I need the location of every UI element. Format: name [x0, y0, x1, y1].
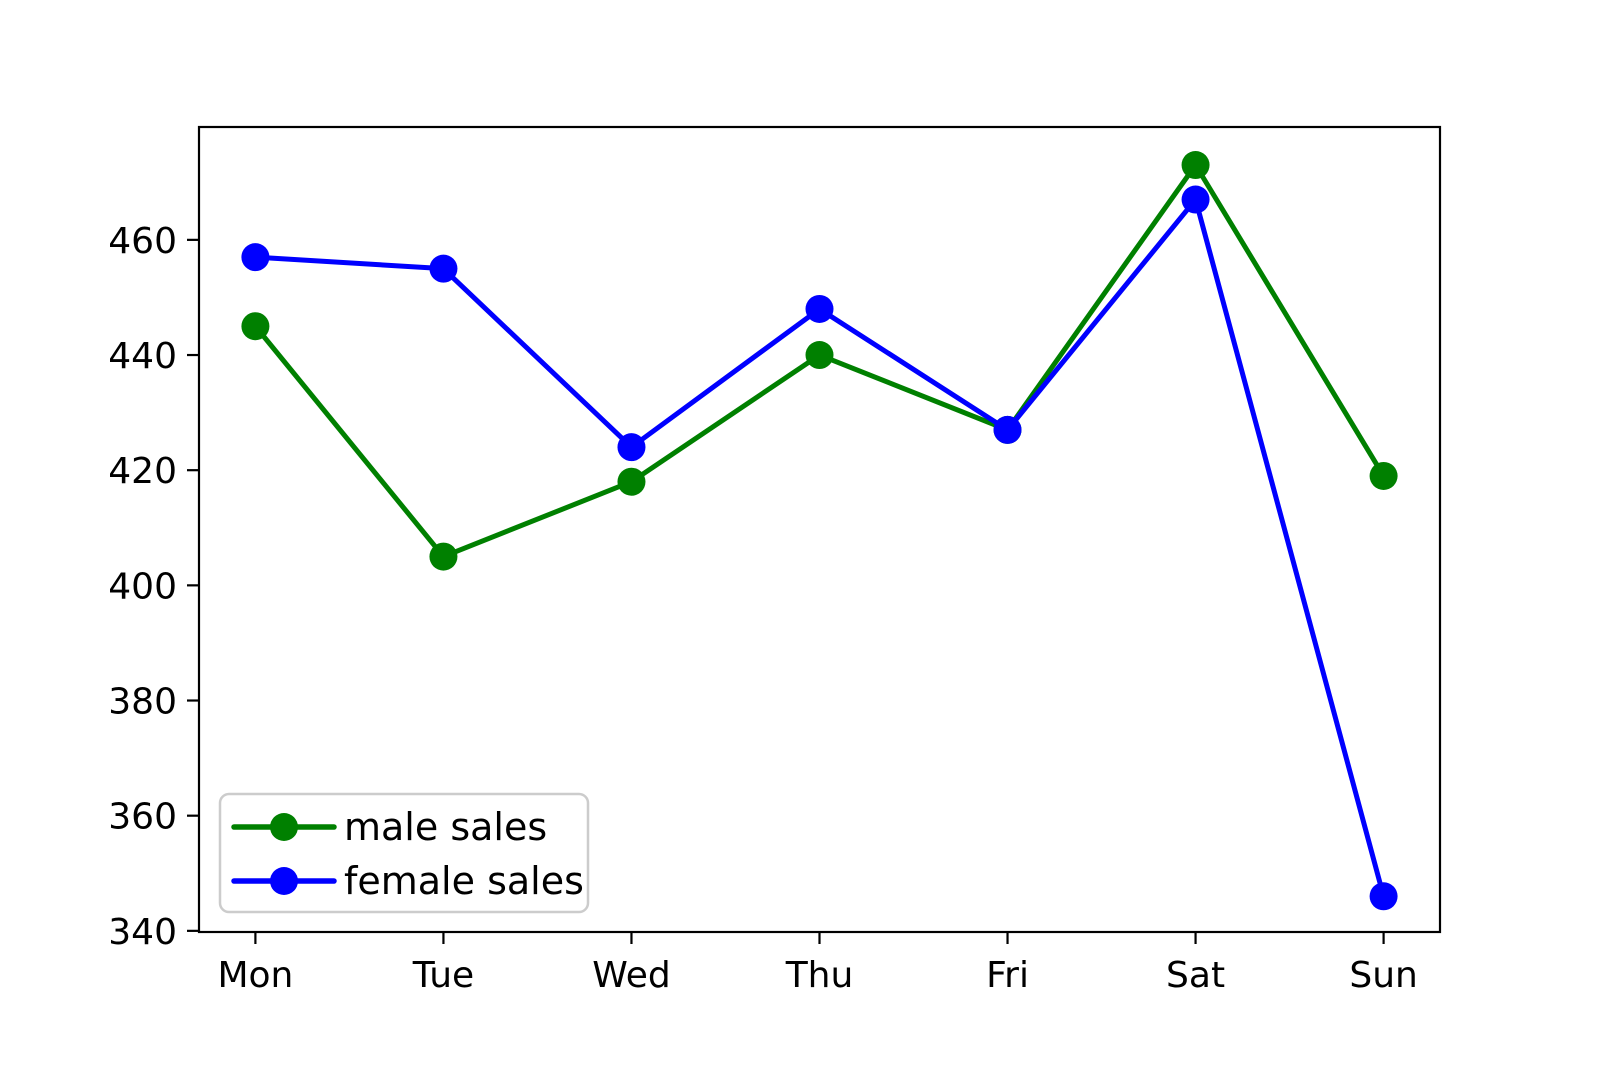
y-tick-label-420: 420 — [108, 451, 177, 492]
series-female-sales-marker-sun — [1369, 882, 1398, 911]
series-male-sales-marker-mon — [241, 312, 270, 341]
x-tick-label-fri: Fri — [986, 955, 1029, 996]
series-female-sales-marker-tue — [429, 254, 458, 283]
legend-female-sales-marker-swatch — [270, 867, 298, 895]
x-tick-label-sun: Sun — [1349, 955, 1417, 996]
series-female-sales-marker-wed — [617, 433, 646, 462]
series-male-sales-marker-sat — [1181, 151, 1210, 180]
y-tick-label-440: 440 — [108, 336, 177, 377]
y-tick-label-340: 340 — [108, 912, 177, 953]
series-female-sales-marker-sat — [1181, 185, 1210, 214]
series-male-sales-marker-thu — [805, 341, 834, 370]
legend-female-sales-label: female sales — [344, 859, 584, 903]
x-tick-label-tue: Tue — [412, 955, 475, 996]
series-female-sales — [241, 185, 1398, 911]
y-tick-label-380: 380 — [108, 682, 177, 723]
x-tick-label-mon: Mon — [217, 955, 293, 996]
x-axis: Mon Tue Wed Thu Fri Sat Sun — [217, 932, 1418, 996]
series-female-sales-marker-mon — [241, 243, 270, 272]
y-tick-label-360: 360 — [108, 797, 177, 838]
legend-male-sales-marker-swatch — [270, 813, 298, 841]
x-tick-label-thu: Thu — [785, 955, 854, 996]
y-axis: 340 360 380 400 420 440 460 — [108, 221, 199, 953]
series-female-sales-marker-thu — [805, 294, 834, 323]
series-male-sales-marker-wed — [617, 467, 646, 496]
x-tick-label-wed: Wed — [592, 955, 671, 996]
series-male-sales-marker-sun — [1369, 461, 1398, 490]
legend-male-sales-label: male sales — [344, 805, 547, 849]
series-male-sales-marker-tue — [429, 542, 458, 571]
legend: male sales female sales — [218, 792, 590, 914]
y-tick-label-460: 460 — [108, 221, 177, 262]
x-tick-label-sat: Sat — [1166, 955, 1225, 996]
series-female-sales-marker-fri — [993, 415, 1022, 444]
y-tick-label-400: 400 — [108, 566, 177, 607]
